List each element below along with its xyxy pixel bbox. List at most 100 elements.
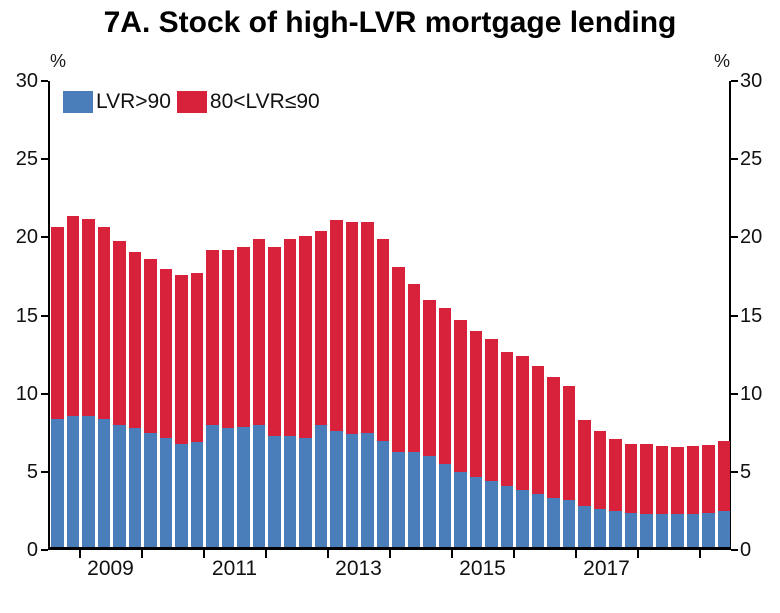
legend: LVR>90 80<LVR≤90 [63, 90, 326, 114]
bar-2019Q2-lvr-gt-90 [717, 511, 730, 547]
bar-2008Q3-lvr-80-90 [51, 226, 64, 419]
bar-2014Q4-lvr-80-90 [438, 307, 451, 465]
bar-2011Q2-lvr-80-90 [221, 249, 234, 429]
y-tick-label-right-5: 5 [740, 460, 752, 483]
x-tick-2011 [202, 550, 205, 558]
x-tick-2016 [512, 550, 515, 558]
bar-2015Q2-lvr-80-90 [469, 331, 482, 477]
bar-2015Q4-lvr-80-90 [500, 351, 513, 487]
legend-label-1: 80<LVR≤90 [209, 90, 320, 113]
bar-2010Q1-lvr-80-90 [144, 259, 157, 433]
bar-2016Q4-lvr-gt-90 [562, 500, 575, 547]
bar-2016Q2-lvr-gt-90 [531, 493, 544, 547]
bar-2013Q4-lvr-gt-90 [376, 440, 389, 547]
bar-2014Q3-lvr-gt-90 [423, 456, 436, 547]
bar-2013Q3-lvr-gt-90 [361, 432, 374, 547]
x-tick-2010 [140, 550, 143, 558]
bar-2013Q4-lvr-80-90 [376, 239, 389, 441]
y-tick-left-25 [41, 158, 48, 161]
legend-item-1: 80<LVR≤90 [176, 90, 320, 114]
bar-2015Q3-lvr-gt-90 [485, 481, 498, 547]
bar-2012Q4-lvr-gt-90 [314, 425, 327, 547]
y-tick-label-left-15: 15 [15, 304, 38, 327]
bar-2009Q1-lvr-80-90 [82, 218, 95, 416]
bar-2011Q4-lvr-gt-90 [252, 425, 265, 547]
bar-2012Q2-lvr-80-90 [283, 239, 296, 437]
bar-2015Q1-lvr-gt-90 [454, 471, 467, 547]
bar-2017Q4-lvr-80-90 [624, 443, 637, 513]
y-tick-left-5 [41, 470, 48, 473]
x-tick-2019 [698, 550, 701, 558]
y-tick-left-0 [41, 549, 48, 551]
bar-2014Q4-lvr-gt-90 [438, 464, 451, 547]
bar-2014Q3-lvr-80-90 [423, 300, 436, 457]
x-tick-2009 [78, 550, 81, 558]
bar-2015Q2-lvr-gt-90 [469, 476, 482, 547]
legend-swatch-0 [63, 91, 93, 113]
y-tick-label-left-0: 0 [26, 539, 38, 561]
x-tick-2018 [636, 550, 639, 558]
bar-2010Q3-lvr-80-90 [175, 275, 188, 444]
bar-2009Q4-lvr-gt-90 [128, 428, 141, 547]
bar-2008Q4-lvr-gt-90 [66, 415, 79, 547]
bar-2017Q3-lvr-gt-90 [609, 511, 622, 547]
y-tick-label-right-10: 10 [740, 382, 763, 405]
y-tick-right-15 [731, 314, 738, 317]
y-tick-label-right-0: 0 [740, 539, 752, 561]
bar-2009Q4-lvr-80-90 [128, 251, 141, 429]
chart-title: 7A. Stock of high-LVR mortgage lending [103, 6, 677, 39]
bar-2010Q2-lvr-80-90 [159, 268, 172, 438]
y-tick-left-20 [41, 236, 48, 239]
bar-2013Q2-lvr-80-90 [345, 221, 358, 435]
y-tick-label-left-5: 5 [26, 460, 38, 483]
bar-2010Q4-lvr-gt-90 [190, 442, 203, 547]
y-tick-label-left-25: 25 [15, 148, 38, 171]
bar-2018Q1-lvr-gt-90 [640, 514, 653, 547]
y-tick-right-20 [731, 236, 738, 239]
bar-2012Q3-lvr-80-90 [299, 235, 312, 438]
bar-2010Q4-lvr-80-90 [190, 273, 203, 443]
bar-2011Q1-lvr-80-90 [206, 249, 219, 426]
legend-label-0: LVR>90 [96, 90, 171, 113]
bar-2012Q1-lvr-80-90 [268, 246, 281, 437]
y-tick-label-right-20: 20 [740, 226, 763, 249]
bar-2014Q2-lvr-80-90 [407, 284, 420, 452]
x-tick-2014 [388, 550, 391, 558]
bar-2019Q1-lvr-80-90 [702, 445, 715, 513]
bar-2013Q3-lvr-80-90 [361, 221, 374, 433]
bar-2016Q1-lvr-gt-90 [516, 489, 529, 547]
y-tick-label-left-20: 20 [15, 226, 38, 249]
bar-2012Q3-lvr-gt-90 [299, 437, 312, 547]
y-tick-left-30 [41, 80, 48, 82]
x-tick-2017 [574, 550, 577, 558]
x-year-label-2015: 2015 [459, 557, 506, 580]
x-tick-2012 [264, 550, 267, 558]
plot-area: LVR>90 80<LVR≤90 [48, 81, 731, 550]
bar-2008Q4-lvr-80-90 [66, 215, 79, 416]
bar-2018Q2-lvr-gt-90 [655, 514, 668, 547]
y-tick-label-left-10: 10 [15, 382, 38, 405]
y-tick-right-0 [731, 549, 738, 551]
y-tick-label-right-30: 30 [740, 70, 763, 92]
y-axis-unit-left: % [49, 51, 66, 71]
bar-2013Q1-lvr-gt-90 [330, 431, 343, 547]
bar-2017Q3-lvr-80-90 [609, 439, 622, 512]
bar-2008Q3-lvr-gt-90 [51, 418, 64, 547]
bar-2009Q3-lvr-80-90 [113, 240, 126, 426]
bar-2018Q4-lvr-gt-90 [686, 514, 699, 547]
bar-2016Q4-lvr-80-90 [562, 386, 575, 501]
bar-2013Q2-lvr-gt-90 [345, 434, 358, 547]
bar-2016Q1-lvr-80-90 [516, 356, 529, 490]
bar-2014Q1-lvr-80-90 [392, 267, 405, 452]
bar-2015Q3-lvr-80-90 [485, 339, 498, 482]
bar-2016Q3-lvr-gt-90 [547, 497, 560, 547]
bar-2011Q1-lvr-gt-90 [206, 425, 219, 547]
bar-2017Q1-lvr-80-90 [578, 420, 591, 506]
x-year-label-2011: 2011 [211, 557, 258, 580]
bar-2017Q2-lvr-gt-90 [593, 508, 606, 547]
bar-2017Q4-lvr-gt-90 [624, 512, 637, 547]
bar-2018Q1-lvr-80-90 [640, 443, 653, 515]
y-tick-label-left-30: 30 [15, 70, 38, 92]
bar-2009Q2-lvr-80-90 [97, 226, 110, 419]
